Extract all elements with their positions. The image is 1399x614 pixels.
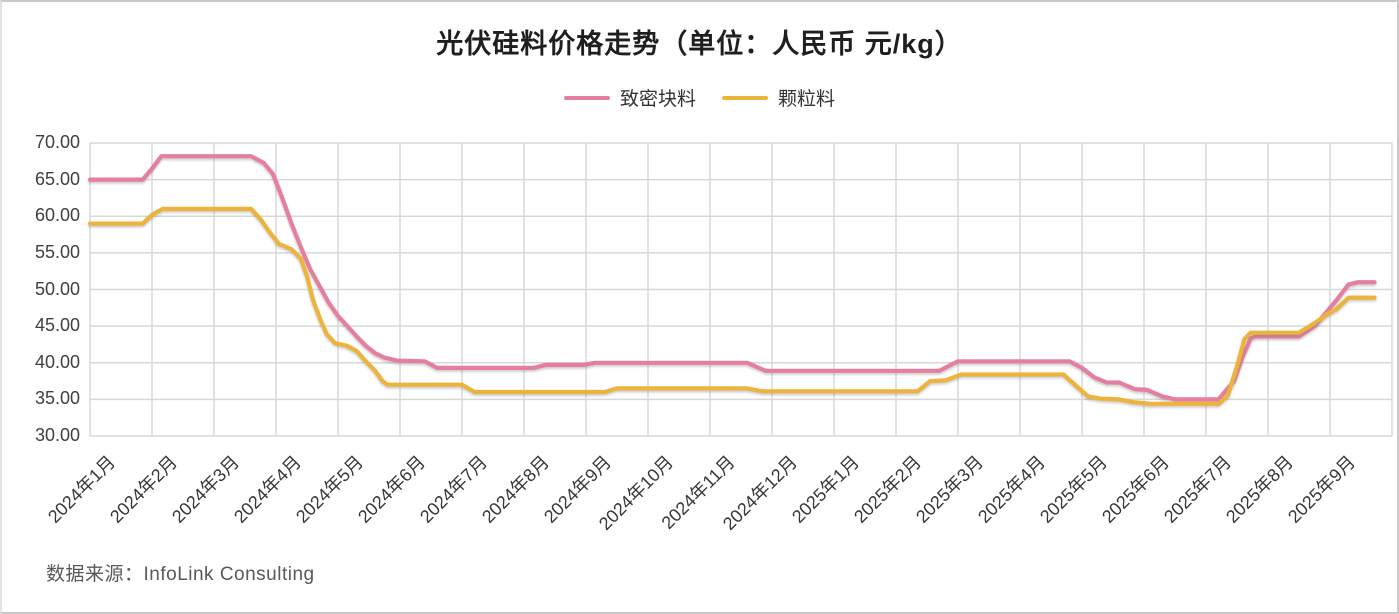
- legend-label-granular: 颗粒料: [778, 89, 836, 110]
- y-axis-tick-label: 65.00: [34, 168, 80, 189]
- y-axis-tick-label: 60.00: [34, 205, 80, 226]
- legend-item-dense-chunk: 致密块料: [563, 84, 696, 111]
- y-axis-tick-label: 40.00: [34, 351, 80, 372]
- y-axis-tick-label: 55.00: [34, 241, 80, 262]
- y-axis-tick-label: 45.00: [34, 315, 80, 336]
- legend-item-granular: 颗粒料: [722, 84, 835, 111]
- y-axis-tick-label: 30.00: [34, 425, 80, 445]
- legend-line-swatch-granular: [722, 95, 768, 100]
- series-line-granular: [87, 206, 1377, 406]
- series-line-dense-chunk: [87, 154, 1377, 402]
- data-source-note: 数据来源：InfoLink Consulting: [46, 564, 315, 585]
- y-axis-tick-label: 70.00: [34, 132, 80, 152]
- legend-label-dense-chunk: 致密块料: [619, 89, 696, 110]
- legend-line-swatch-dense-chunk: [563, 95, 610, 100]
- chart-title: 光伏硅料价格走势（单位：人民币 元/kg）: [436, 29, 963, 59]
- chart-legend: 致密块料 颗粒料: [2, 84, 1397, 111]
- y-axis-tick-label: 35.00: [34, 388, 80, 409]
- y-axis-tick-label: 50.00: [34, 278, 80, 299]
